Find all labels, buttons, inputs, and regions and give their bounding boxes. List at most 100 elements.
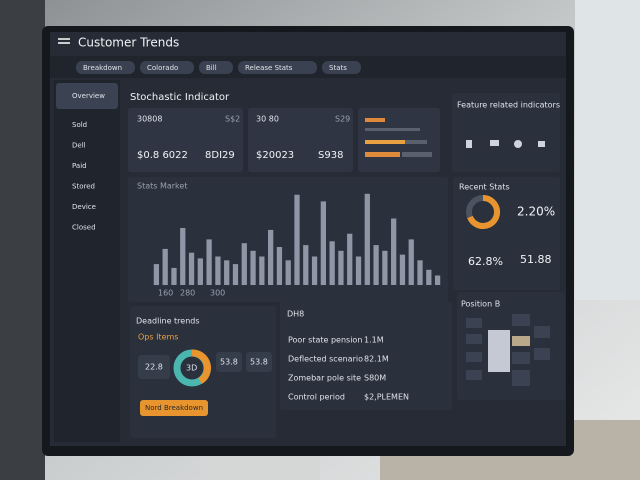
bar — [153, 264, 160, 285]
count: 51.88 — [520, 253, 552, 266]
share: 62.8% — [468, 255, 503, 268]
bar — [364, 193, 370, 285]
tab[interactable] — [322, 61, 361, 74]
list-title: DH8 — [287, 310, 304, 319]
bar — [232, 264, 239, 285]
bar — [241, 243, 247, 285]
chart-title: Stats Market — [137, 182, 187, 191]
tab[interactable] — [199, 61, 233, 74]
stat-box — [138, 355, 170, 379]
sidebar-item[interactable]: Sold — [72, 121, 87, 129]
bar — [188, 252, 195, 285]
tab[interactable] — [238, 61, 317, 74]
sidebar-item[interactable]: Overview — [72, 92, 105, 100]
bar — [215, 256, 221, 285]
position-grid — [466, 314, 550, 386]
bar — [391, 218, 397, 285]
bar — [294, 194, 300, 285]
card-value: 30808 — [137, 115, 162, 124]
row-label: Poor state pension — [288, 336, 362, 345]
position-card — [457, 292, 565, 400]
bar — [180, 228, 186, 285]
card-value: $0.8 6022 — [137, 150, 188, 161]
sidebar-item[interactable]: Closed — [72, 224, 96, 232]
card-value: 30 80 — [256, 115, 279, 124]
position-title: Position B — [461, 300, 500, 309]
bar — [408, 239, 414, 285]
stat: 22.8 — [145, 363, 163, 372]
bar — [171, 267, 177, 285]
app-title: Customer Trends — [78, 36, 179, 50]
bar — [276, 247, 283, 285]
bar — [434, 275, 441, 285]
card — [128, 108, 243, 172]
sidebar — [54, 80, 120, 442]
card-value: S938 — [318, 150, 343, 161]
row-value: $2,PLEMEN — [364, 393, 409, 402]
row-label: Control period — [288, 393, 345, 402]
bar — [197, 258, 203, 285]
stat: 53.8 — [220, 358, 238, 367]
panel-title: Feature related indicators — [457, 101, 560, 110]
row-value: S80M — [364, 374, 386, 383]
rate: 2.20% — [517, 205, 555, 219]
progress-bars — [365, 118, 432, 157]
card-value: $20023 — [256, 150, 294, 161]
bar — [311, 256, 318, 285]
bar — [338, 250, 344, 285]
row-label: Zomebar pole site — [288, 374, 361, 383]
sidebar-item[interactable]: Device — [72, 203, 96, 211]
sidebar-selected[interactable] — [56, 83, 118, 109]
feature-icons — [466, 140, 545, 148]
bar — [347, 233, 353, 285]
stat: 53.8 — [250, 358, 268, 367]
bar — [329, 241, 335, 285]
left-shadow — [0, 0, 45, 480]
bar — [426, 269, 432, 285]
deadline-title: Deadline trends — [136, 317, 200, 326]
tab-label[interactable]: Colorado — [147, 64, 178, 72]
button[interactable] — [140, 400, 208, 416]
tab-label[interactable]: Bill — [206, 64, 217, 72]
row-value: 1.1M — [364, 336, 384, 345]
section-title: Stochastic Indicator — [130, 92, 230, 103]
bar — [162, 248, 168, 285]
bar — [320, 201, 326, 285]
stat-box — [216, 352, 242, 372]
sidebar-item[interactable]: Paid — [72, 162, 87, 170]
tab-label[interactable]: Release Stats — [245, 64, 293, 72]
x-label: 160 — [158, 289, 173, 298]
bar — [206, 239, 212, 285]
gauge-arc — [467, 194, 501, 229]
menu-icon[interactable] — [58, 38, 70, 44]
bar — [382, 250, 388, 285]
bar — [399, 254, 406, 285]
row-label: Deflected scenario — [288, 355, 363, 364]
bar — [250, 250, 256, 285]
donut-center: 3D — [186, 364, 197, 373]
bar — [224, 260, 230, 285]
bar — [355, 256, 362, 285]
tab[interactable] — [76, 61, 135, 74]
tab[interactable] — [140, 61, 194, 74]
deadline-subtitle: Ops Items — [138, 333, 178, 342]
sidebar-item[interactable]: Dell — [72, 142, 86, 150]
card-value: S29 — [335, 115, 350, 124]
card-value: 8DI29 — [205, 150, 235, 161]
panel — [452, 93, 560, 172]
bar — [417, 260, 423, 285]
tab-label[interactable]: Stats — [329, 64, 347, 72]
bar — [259, 256, 265, 285]
window — [575, 0, 640, 300]
card-value: S$2 — [225, 115, 240, 124]
donut-segment — [191, 349, 212, 385]
sidebar-item[interactable]: Stored — [72, 183, 95, 191]
tab-label[interactable]: Breakdown — [83, 64, 122, 72]
x-label: 300 — [210, 289, 225, 298]
row-value: 82.1M — [364, 355, 389, 364]
button-label[interactable]: Nord Breakdown — [145, 404, 203, 412]
gauge-card — [453, 177, 560, 290]
bar — [373, 245, 379, 285]
bar — [285, 260, 291, 285]
